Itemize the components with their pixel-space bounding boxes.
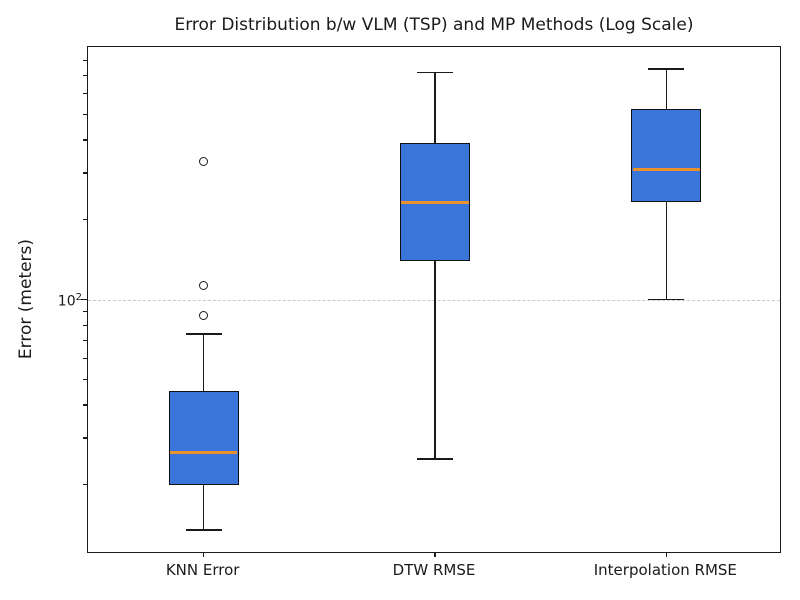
x-tick-label-knn-error: KNN Error bbox=[165, 561, 240, 579]
y-minor-tick bbox=[83, 59, 87, 61]
outlier-point-knn-error bbox=[199, 156, 209, 166]
gridline-100 bbox=[88, 299, 780, 301]
whisker-cap-lower-dtw-rmse bbox=[417, 458, 453, 460]
y-minor-tick bbox=[83, 74, 87, 77]
y-axis-label: Error (meters) bbox=[16, 238, 36, 360]
y-minor-tick bbox=[83, 139, 87, 141]
median-line-knn-error bbox=[170, 450, 238, 454]
y-minor-tick bbox=[83, 92, 87, 94]
y-minor-tick bbox=[83, 484, 87, 486]
y-minor-tick bbox=[83, 357, 87, 359]
box-interpolation-rmse bbox=[631, 108, 702, 203]
whisker-cap-upper-knn-error bbox=[185, 333, 222, 335]
chart-title: Error Distribution b/w VLM (TSP) and MP … bbox=[174, 15, 694, 35]
y-tick-label-100: 102 bbox=[40, 289, 82, 311]
x-tick-interpolation-rmse bbox=[665, 552, 667, 557]
whisker-cap-upper-interpolation-rmse bbox=[648, 68, 685, 70]
y-minor-tick bbox=[83, 324, 87, 326]
whisker-line-lower-knn-error bbox=[202, 484, 205, 530]
x-tick-label-interpolation-rmse: Interpolation RMSE bbox=[593, 561, 737, 579]
outlier-point-knn-error bbox=[199, 311, 209, 321]
y-major-tick bbox=[80, 298, 87, 301]
whisker-line-upper-interpolation-rmse bbox=[665, 69, 668, 109]
y-minor-tick bbox=[83, 219, 87, 221]
median-line-dtw-rmse bbox=[401, 200, 469, 204]
y-tick-label-exponent: 2 bbox=[75, 292, 82, 303]
whisker-line-upper-dtw-rmse bbox=[434, 72, 436, 143]
whisker-line-lower-dtw-rmse bbox=[434, 260, 436, 460]
y-minor-tick bbox=[83, 311, 87, 313]
box-knn-error bbox=[168, 391, 239, 485]
whisker-cap-lower-knn-error bbox=[185, 529, 222, 531]
x-tick-label-dtw-rmse: DTW RMSE bbox=[392, 561, 476, 579]
y-minor-tick bbox=[83, 113, 87, 115]
plot-area bbox=[80, 46, 781, 557]
y-minor-tick bbox=[83, 437, 87, 439]
y-minor-tick bbox=[83, 339, 87, 342]
y-minor-tick bbox=[83, 172, 87, 174]
median-line-interpolation-rmse bbox=[632, 167, 700, 171]
outlier-point-knn-error bbox=[199, 280, 209, 290]
whisker-cap-upper-dtw-rmse bbox=[417, 71, 453, 74]
whisker-cap-lower-interpolation-rmse bbox=[648, 298, 685, 301]
y-minor-tick bbox=[83, 378, 87, 380]
whisker-line-upper-knn-error bbox=[202, 334, 205, 392]
x-tick-knn-error bbox=[203, 552, 205, 557]
y-minor-tick bbox=[83, 404, 87, 406]
y-tick-label-base: 10 bbox=[57, 293, 76, 310]
x-tick-dtw-rmse bbox=[434, 552, 436, 557]
whisker-line-lower-interpolation-rmse bbox=[665, 202, 668, 300]
